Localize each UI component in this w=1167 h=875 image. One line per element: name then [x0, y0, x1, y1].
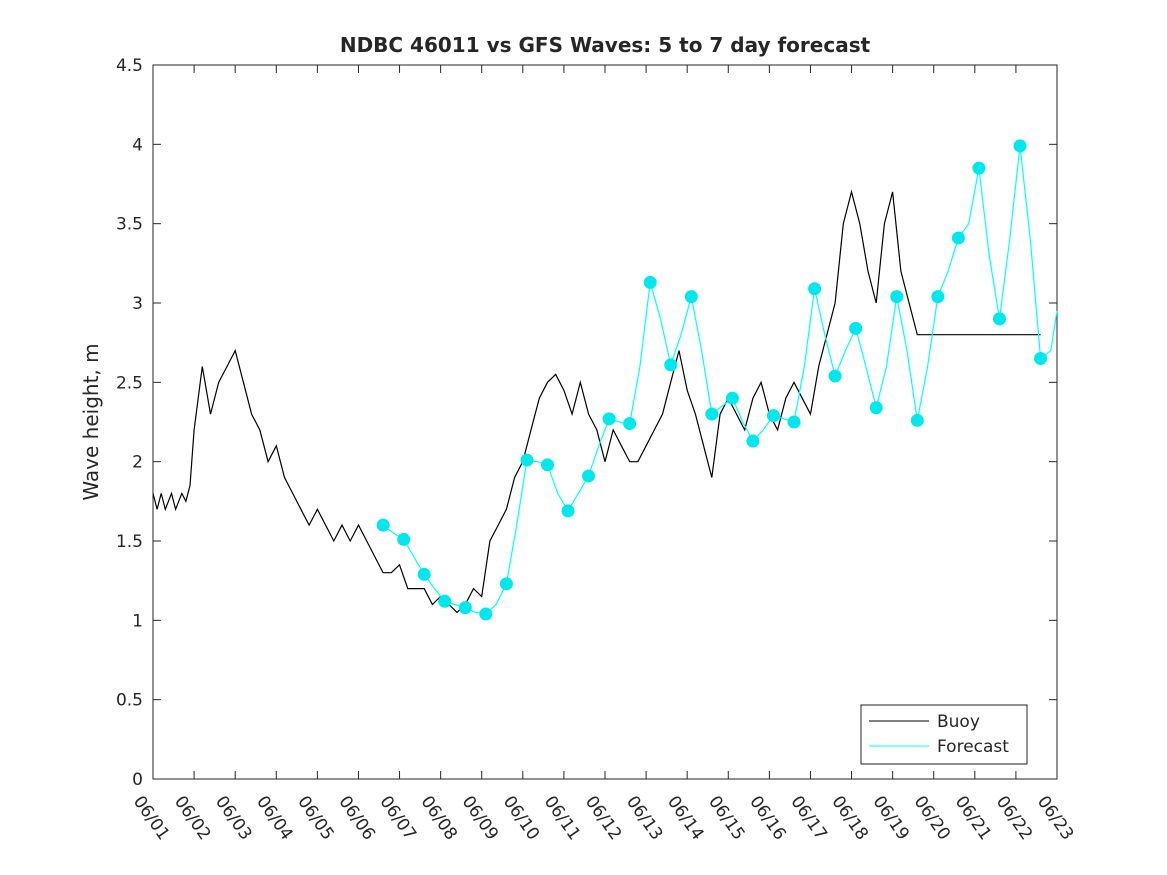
series-line-buoy [152, 189, 1041, 614]
forecast-marker [1013, 139, 1027, 153]
x-tick-label: 06/19 [869, 792, 913, 844]
x-tick-label: 06/20 [910, 792, 954, 844]
y-tick-label: 3.5 [116, 215, 143, 235]
forecast-marker [910, 413, 924, 427]
forecast-marker [643, 275, 657, 289]
forecast-marker [828, 369, 842, 383]
y-tick-label: 0.5 [116, 691, 143, 711]
forecast-marker [540, 458, 554, 472]
forecast-marker [479, 607, 493, 621]
legend: Buoy Forecast [860, 704, 1028, 765]
forecast-marker [602, 412, 616, 426]
x-tick-label: 06/10 [499, 792, 543, 844]
forecast-marker [766, 409, 780, 423]
forecast-marker [849, 321, 863, 335]
forecast-marker [623, 417, 637, 431]
x-tick-label: 06/01 [129, 792, 173, 844]
y-tick-label: 2.5 [116, 373, 143, 393]
legend-buoy-label: Buoy [937, 712, 980, 732]
y-tick-label: 0 [132, 770, 143, 790]
forecast-marker [684, 290, 698, 304]
x-tick-label: 06/02 [170, 792, 214, 844]
x-tick-label: 06/21 [951, 792, 995, 844]
y-tick-label: 2 [132, 453, 143, 473]
forecast-marker [787, 415, 801, 429]
forecast-marker [890, 290, 904, 304]
forecast-marker [417, 567, 431, 581]
x-tick-label: 06/15 [704, 792, 748, 844]
y-axis: 0 0.5 1 1.5 2 2.5 3 3.5 4 4.5 [116, 56, 1057, 790]
x-tick-label: 06/13 [622, 792, 666, 844]
y-axis-label: Wave height, m [79, 343, 103, 500]
forecast-marker [972, 161, 986, 175]
forecast-marker [1034, 352, 1048, 366]
x-tick-label: 06/08 [417, 792, 461, 844]
forecast-marker [808, 282, 822, 296]
x-tick-label: 06/18 [827, 792, 871, 844]
forecast-marker [376, 518, 390, 532]
forecast-marker [582, 469, 596, 483]
forecast-marker [397, 532, 411, 546]
legend-forecast-label: Forecast [937, 737, 1009, 757]
forecast-marker [664, 358, 678, 372]
forecast-marker [869, 401, 883, 415]
x-tick-label: 06/22 [992, 792, 1036, 844]
x-tick-label: 06/06 [334, 792, 378, 844]
series-layer [152, 145, 1058, 615]
y-tick-label: 1.5 [116, 532, 143, 552]
x-tick-label: 06/05 [293, 792, 337, 844]
forecast-marker [705, 407, 719, 421]
x-tick-label: 06/04 [252, 792, 296, 844]
y-tick-label: 1 [132, 611, 143, 631]
y-tick-label: 4.5 [116, 56, 143, 76]
x-tick-label: 06/23 [1033, 792, 1077, 844]
forecast-marker [520, 453, 534, 467]
forecast-marker [931, 290, 945, 304]
forecast-marker [438, 594, 452, 608]
forecast-marker [499, 577, 513, 591]
y-tick-label: 4 [132, 135, 143, 155]
legend-box [860, 704, 1028, 765]
series-line-forecast [382, 145, 1058, 615]
forecast-marker [458, 601, 472, 615]
x-tick-label: 06/14 [663, 792, 707, 844]
x-tick-label: 06/16 [745, 792, 789, 844]
y-tick-label: 3 [132, 294, 143, 314]
x-tick-label: 06/17 [786, 792, 830, 844]
x-tick-label: 06/07 [375, 792, 419, 844]
forecast-marker [992, 312, 1006, 326]
chart-title: NDBC 46011 vs GFS Waves: 5 to 7 day fore… [340, 33, 871, 57]
forecast-marker [746, 434, 760, 448]
x-tick-label: 06/11 [540, 792, 584, 844]
x-tick-label: 06/03 [211, 792, 255, 844]
forecast-markers [376, 139, 1048, 621]
forecast-marker [951, 231, 965, 245]
forecast-marker [725, 391, 739, 405]
x-tick-label: 06/09 [458, 792, 502, 844]
x-tick-label: 06/12 [581, 792, 625, 844]
forecast-marker [561, 504, 575, 518]
